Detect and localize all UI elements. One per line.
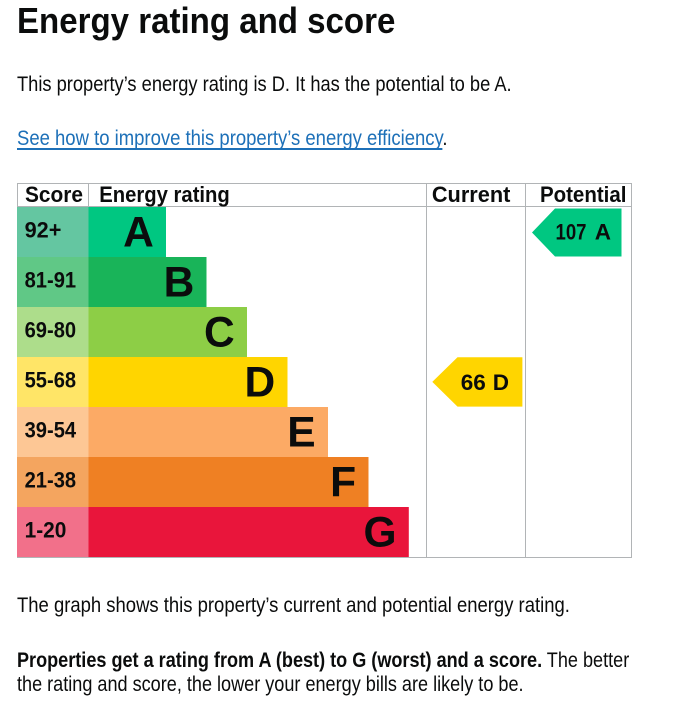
svg-text:66: 66 [461,370,486,395]
svg-text:F: F [330,460,356,507]
svg-text:G: G [363,510,396,557]
svg-text:A: A [595,220,611,245]
svg-text:Current: Current [432,183,511,207]
svg-text:E: E [287,410,315,457]
svg-text:69-80: 69-80 [25,318,77,343]
svg-text:81-91: 81-91 [25,268,77,293]
svg-text:92+: 92+ [25,218,62,243]
svg-text:D: D [493,370,509,395]
svg-text:C: C [204,310,235,357]
svg-text:1-20: 1-20 [25,518,67,543]
svg-text:55-68: 55-68 [25,368,77,393]
svg-text:Score: Score [25,183,83,207]
svg-text:B: B [164,260,195,307]
svg-text:39-54: 39-54 [25,418,77,443]
svg-text:21-38: 21-38 [25,468,77,493]
svg-text:A: A [123,210,154,257]
svg-text:D: D [244,360,275,407]
svg-text:Potential: Potential [540,183,627,207]
svg-text:Energy rating: Energy rating [99,183,230,207]
svg-text:107: 107 [556,220,587,245]
